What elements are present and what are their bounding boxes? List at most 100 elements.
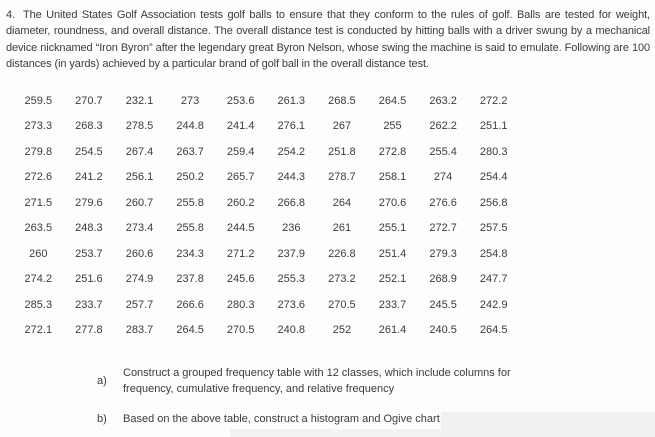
table-cell: 260.2 [226,196,255,209]
table-cell: 271.5 [24,196,53,209]
table-cell: 272.8 [378,145,407,158]
table-cell: 245.6 [226,273,255,286]
background-shade-corner [441,412,655,437]
table-cell: 266.6 [176,298,204,311]
table-cell: 271.2 [226,247,255,260]
table-cell: 251.4 [378,247,407,260]
problem-text: The United States Golf Association tests… [6,9,650,71]
table-cell: 263.7 [176,145,204,158]
table-cell: 248.3 [75,222,103,235]
question-b-text: Based on the above table, construct a hi… [123,413,440,425]
question-a-label: a) [97,375,107,387]
table-cell: 268.3 [75,120,103,133]
table-cell: 278.7 [328,171,356,184]
question-a-text: Construct a grouped frequency table with… [123,367,511,395]
table-cell: 279.6 [75,196,103,209]
table-cell: 268.9 [429,273,457,286]
table-cell: 276.6 [429,196,457,209]
table-cell: 254.8 [479,247,508,260]
table-cell: 270.5 [226,324,255,337]
table-cell: 279.8 [24,145,53,158]
table-cell: 237.9 [277,247,306,260]
table-cell: 257.5 [479,222,508,235]
table-cell: 255.3 [277,273,306,286]
table-cell: 272.7 [429,222,457,235]
table-cell: 258.1 [378,171,407,184]
table-cell: 245.5 [429,298,457,311]
table-cell: 254.2 [277,145,306,158]
table-cell: 253.6 [226,94,255,107]
table-cell: 273.4 [125,222,154,235]
table-cell: 278.5 [125,120,154,133]
table-cell: 255 [383,120,402,133]
table-cell: 250.2 [176,171,204,184]
table-cell: 254.5 [75,145,103,158]
table-cell: 252.1 [378,273,407,286]
table-cell: 279.3 [429,247,457,260]
table-cell: 244.3 [277,171,306,184]
table-cell: 272.6 [24,171,53,184]
table-cell: 254.4 [479,171,508,184]
table-cell: 274.9 [125,273,154,286]
table-cell: 236 [282,222,301,235]
questions-section: a) Construct a grouped frequency table w… [97,365,527,437]
table-cell: 233.7 [75,298,103,311]
table-cell: 263.2 [429,94,457,107]
table-cell: 267.4 [125,145,154,158]
table-cell: 276.1 [277,120,306,133]
table-cell: 247.7 [479,273,508,286]
distances-table: 259.5 270.7 232.1 273 253.6 261.3 268.5 264.5 26… [13,88,519,343]
table-cell: 260 [29,247,48,260]
table-cell: 262.2 [429,120,457,133]
table-cell: 241.4 [226,120,255,133]
table-cell: 232.1 [125,94,154,107]
table-cell: 270.6 [378,196,407,209]
table-cell: 255.8 [176,222,204,235]
table-cell: 241.2 [75,171,103,184]
problem-number: 4. [6,9,15,21]
table-cell: 237.8 [176,273,204,286]
table-cell: 280.3 [479,145,508,158]
table-cell: 255.4 [429,145,457,158]
table-cell: 285.3 [24,298,53,311]
table-cell: 233.7 [378,298,407,311]
table-cell: 261.3 [277,94,306,107]
table-cell: 273.3 [24,120,53,133]
table-cell: 244.8 [176,120,204,133]
table-cell: 264 [332,196,352,209]
table-cell: 242.9 [479,298,508,311]
problem-statement: 4. The United States Golf Association tes… [6,7,650,73]
table-cell: 272.2 [479,94,508,107]
table-cell: 266.8 [277,196,306,209]
table-cell: 268.5 [328,94,356,107]
table-cell: 274 [433,171,453,184]
table-cell: 270.5 [328,298,356,311]
table-cell: 264.5 [378,94,407,107]
table-cell: 244.5 [226,222,255,235]
table-cell: 234.3 [176,247,204,260]
table-cell: 280.3 [226,298,255,311]
table-cell: 257.7 [125,298,154,311]
table-cell: 267 [332,120,352,133]
table-cell: 259.4 [226,145,255,158]
table-cell: 259.5 [24,94,53,107]
table-cell: 240.8 [277,324,306,337]
table-cell: 264.5 [176,324,204,337]
table-cell: 256.1 [125,171,154,184]
table-cell: 251.1 [479,120,508,133]
table-cell: 252 [332,324,352,337]
background-shade-bottom [230,429,441,437]
table-cell: 274.2 [24,273,53,286]
table-cell: 253.7 [75,247,103,260]
table-cell: 255.8 [176,196,204,209]
table-cell: 265.7 [226,171,255,184]
table-cell: 264.5 [479,324,508,337]
table-cell: 270.7 [75,94,103,107]
question-b-label: b) [97,413,107,425]
table-cell: 273 [180,94,200,107]
table-cell: 277.8 [75,324,103,337]
table-cell: 260.6 [125,247,154,260]
table-cell: 283.7 [125,324,154,337]
table-cell: 272.1 [24,324,53,337]
table-cell: 261.4 [378,324,407,337]
